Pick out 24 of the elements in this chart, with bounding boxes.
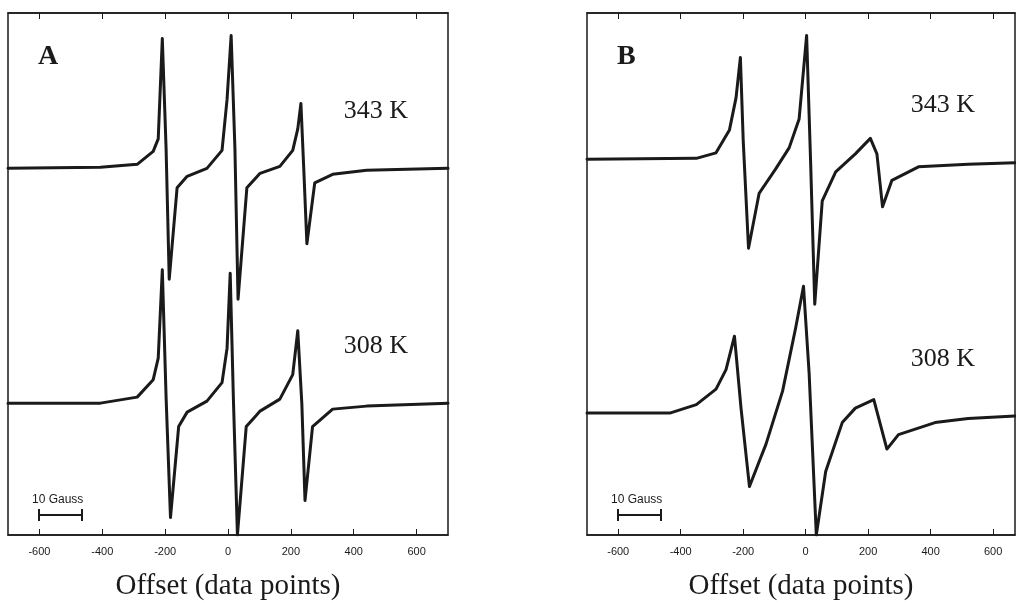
series-label: 308 K (910, 342, 976, 372)
x-tick-label: -200 (154, 544, 177, 557)
annotation: 10 Gauss (611, 492, 663, 506)
x-axis-title: Offset (data points) (688, 567, 914, 601)
x-tick-label: 400 (344, 544, 363, 557)
x-tick-label: 600 (407, 544, 426, 557)
series-label: 308 K (343, 329, 409, 359)
annotation: 10 Gauss (32, 492, 84, 506)
chart-title: A (38, 38, 59, 70)
x-tick-label: 0 (802, 544, 809, 557)
x-tick-label: 200 (858, 544, 878, 557)
x-tick-label: -200 (732, 544, 755, 557)
x-tick-label: -600 (28, 544, 51, 557)
x-tick-label: -400 (91, 544, 114, 557)
series-label: 343 K (343, 94, 409, 124)
x-axis-title: Offset (data points) (115, 567, 341, 601)
x-tick-label: -400 (669, 544, 692, 557)
x-tick-label: 200 (281, 544, 301, 557)
x-tick-label: 0 (224, 544, 232, 557)
x-tick-label: 400 (921, 544, 940, 557)
x-tick-label: 600 (983, 544, 1003, 557)
series-label: 343 K (910, 89, 976, 119)
chart-title: B (617, 38, 636, 70)
x-tick-label: -600 (607, 544, 630, 557)
